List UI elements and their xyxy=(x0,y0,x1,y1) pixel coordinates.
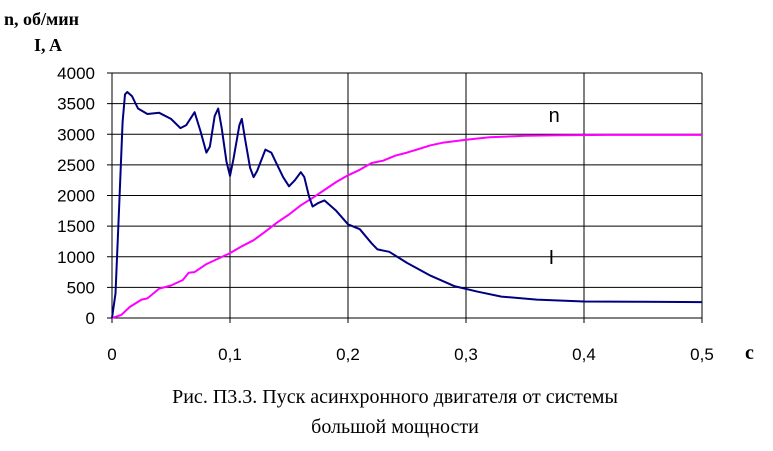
x-tick-label: 0,5 xyxy=(690,345,714,364)
y-axis-label-current: I, A xyxy=(34,35,63,55)
x-tick-label: 0,4 xyxy=(572,345,596,364)
series-line-n xyxy=(111,133,702,319)
y-tick-label: 2500 xyxy=(57,156,95,175)
chart-series xyxy=(111,91,703,319)
y-tick-label: 2000 xyxy=(57,187,95,206)
y-tick-label: 1000 xyxy=(57,248,95,267)
series-line-I xyxy=(111,91,703,319)
series-label-n: n xyxy=(549,105,560,127)
chart-ticks: 0 500 1000 1500 2000 2500 3000 3500 4000 0 0,1 0,2 0… xyxy=(57,64,714,364)
figure-caption-line2: большой мощности xyxy=(311,416,479,438)
y-tick-label: 3000 xyxy=(57,125,95,144)
y-tick-label: 0 xyxy=(86,309,95,328)
series-label-I: I xyxy=(549,247,555,269)
y-axis-label-speed: n, об/мин xyxy=(4,9,80,29)
x-axis-unit-label: c xyxy=(745,342,754,364)
y-tick-label: 500 xyxy=(67,278,95,297)
figure-caption-line1: Рис. П3.3. Пуск асинхронного двигателя о… xyxy=(172,386,618,408)
x-tick-label: 0,3 xyxy=(454,345,478,364)
x-tick-label: 0 xyxy=(107,345,116,364)
x-tick-label: 0,2 xyxy=(336,345,360,364)
y-tick-label: 4000 xyxy=(57,64,95,83)
y-tick-label: 1500 xyxy=(57,217,95,236)
x-tick-label: 0,1 xyxy=(218,345,242,364)
chart-labels: nI xyxy=(549,105,560,269)
chart-grid xyxy=(112,72,703,318)
y-tick-label: 3500 xyxy=(57,95,95,114)
